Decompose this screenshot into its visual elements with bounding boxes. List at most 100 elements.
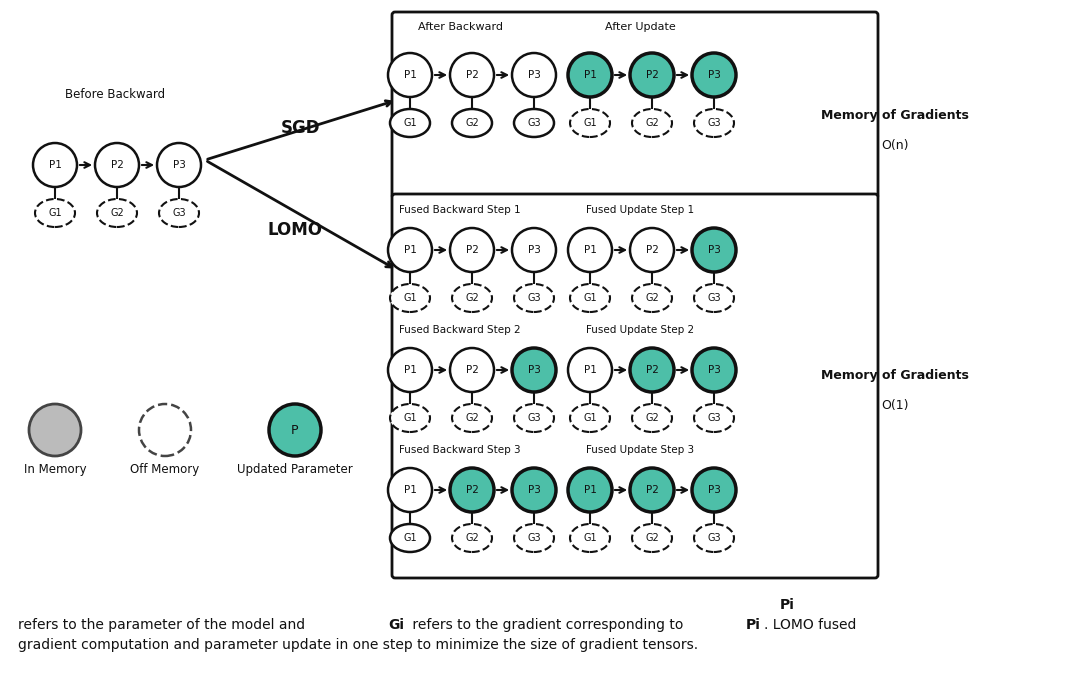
Text: G2: G2 [465, 293, 478, 303]
Circle shape [139, 404, 191, 456]
Text: G2: G2 [645, 413, 659, 423]
Text: P1: P1 [583, 70, 596, 80]
Text: P1: P1 [583, 485, 596, 495]
Text: P1: P1 [404, 485, 417, 495]
Ellipse shape [632, 109, 672, 137]
Text: refers to the gradient corresponding to: refers to the gradient corresponding to [408, 618, 688, 632]
Circle shape [630, 228, 674, 272]
Circle shape [388, 348, 432, 392]
Ellipse shape [694, 284, 734, 312]
Ellipse shape [632, 284, 672, 312]
Text: P1: P1 [404, 70, 417, 80]
Circle shape [692, 228, 735, 272]
Text: After Update: After Update [605, 22, 675, 32]
Text: Memory of Gradients: Memory of Gradients [821, 109, 969, 122]
Ellipse shape [570, 109, 610, 137]
Text: LOMO: LOMO [268, 221, 323, 239]
Ellipse shape [453, 284, 492, 312]
Text: O(n): O(n) [881, 139, 908, 152]
Ellipse shape [632, 404, 672, 432]
Text: Fused Backward Step 1: Fused Backward Step 1 [400, 205, 521, 215]
Text: Gi: Gi [388, 618, 404, 632]
Text: G3: G3 [707, 118, 720, 128]
Circle shape [269, 404, 321, 456]
Circle shape [630, 53, 674, 97]
Text: G3: G3 [707, 533, 720, 543]
Text: G1: G1 [403, 118, 417, 128]
Text: G3: G3 [172, 208, 186, 218]
Ellipse shape [453, 109, 492, 137]
Text: Pi: Pi [780, 598, 795, 612]
Text: P2: P2 [465, 485, 478, 495]
Text: G2: G2 [465, 413, 478, 423]
Text: P1: P1 [49, 160, 62, 170]
Circle shape [388, 53, 432, 97]
Text: P3: P3 [527, 365, 540, 375]
Text: Fused Update Step 3: Fused Update Step 3 [586, 445, 694, 455]
Text: G2: G2 [645, 293, 659, 303]
Circle shape [568, 228, 612, 272]
Ellipse shape [570, 524, 610, 552]
Text: P3: P3 [527, 70, 540, 80]
Text: P3: P3 [707, 245, 720, 255]
Text: G1: G1 [403, 413, 417, 423]
Text: G1: G1 [583, 293, 597, 303]
Text: P2: P2 [646, 245, 659, 255]
Circle shape [512, 468, 556, 512]
Ellipse shape [453, 524, 492, 552]
Circle shape [568, 468, 612, 512]
Circle shape [95, 143, 139, 187]
Circle shape [33, 143, 77, 187]
Text: G3: G3 [527, 118, 541, 128]
Ellipse shape [514, 284, 554, 312]
Text: G3: G3 [527, 413, 541, 423]
Ellipse shape [514, 404, 554, 432]
Circle shape [450, 53, 494, 97]
Circle shape [568, 53, 612, 97]
Circle shape [692, 468, 735, 512]
Text: G1: G1 [583, 118, 597, 128]
Text: P2: P2 [465, 365, 478, 375]
Ellipse shape [390, 524, 430, 552]
Text: G1: G1 [583, 413, 597, 423]
Ellipse shape [97, 199, 137, 227]
Circle shape [29, 404, 81, 456]
Ellipse shape [570, 404, 610, 432]
Circle shape [512, 53, 556, 97]
Text: G1: G1 [403, 293, 417, 303]
Text: G3: G3 [707, 413, 720, 423]
Text: P2: P2 [646, 70, 659, 80]
Circle shape [692, 348, 735, 392]
Text: P1: P1 [583, 365, 596, 375]
Text: O(1): O(1) [881, 398, 908, 412]
Text: P3: P3 [707, 485, 720, 495]
Text: Fused Backward Step 3: Fused Backward Step 3 [400, 445, 521, 455]
Ellipse shape [159, 199, 199, 227]
Text: P3: P3 [527, 485, 540, 495]
Text: G2: G2 [110, 208, 124, 218]
Text: P3: P3 [707, 365, 720, 375]
Text: Before Backward: Before Backward [65, 89, 165, 102]
Text: G1: G1 [403, 533, 417, 543]
Circle shape [568, 348, 612, 392]
Circle shape [512, 348, 556, 392]
Circle shape [450, 348, 494, 392]
Text: G1: G1 [49, 208, 62, 218]
Ellipse shape [390, 109, 430, 137]
Text: P1: P1 [404, 245, 417, 255]
Circle shape [692, 53, 735, 97]
Text: P2: P2 [646, 365, 659, 375]
Text: Fused Backward Step 2: Fused Backward Step 2 [400, 325, 521, 335]
Text: P1: P1 [404, 365, 417, 375]
Text: Updated Parameter: Updated Parameter [238, 464, 353, 477]
Text: Fused Update Step 1: Fused Update Step 1 [586, 205, 694, 215]
FancyBboxPatch shape [392, 12, 878, 198]
Circle shape [388, 468, 432, 512]
Ellipse shape [514, 524, 554, 552]
Ellipse shape [570, 284, 610, 312]
Text: P3: P3 [707, 70, 720, 80]
Text: P1: P1 [583, 245, 596, 255]
Circle shape [630, 468, 674, 512]
Circle shape [630, 348, 674, 392]
Circle shape [450, 468, 494, 512]
